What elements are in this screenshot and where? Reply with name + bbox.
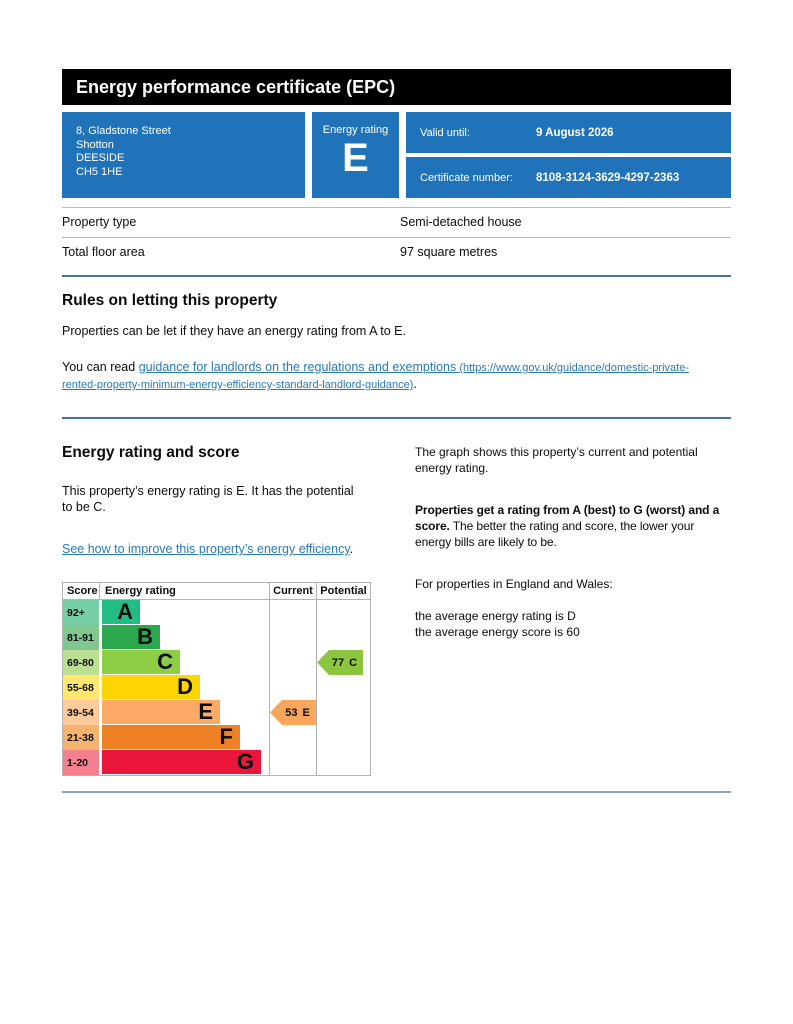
energy-rating-label: Energy rating bbox=[322, 124, 389, 136]
current-rating-cell bbox=[269, 750, 316, 775]
epc-band-row-e: 39-54 E 53 E bbox=[63, 699, 370, 725]
band-bar-g: G bbox=[102, 749, 261, 774]
valid-until-row: Valid until: 9 August 2026 bbox=[406, 112, 731, 153]
band-bar-e: E bbox=[102, 699, 220, 724]
band-score-range: 92+ bbox=[63, 600, 99, 625]
current-rating-cell bbox=[269, 600, 316, 625]
address-line: 8, Gladstone Street bbox=[76, 125, 171, 137]
band-bar-b: B bbox=[102, 624, 160, 649]
summary-boxes: 8, Gladstone Street Shotton DEESIDE CH5 … bbox=[62, 112, 731, 198]
chart-header-energy-rating: Energy rating bbox=[99, 583, 269, 599]
address-line: DEESIDE bbox=[76, 152, 125, 164]
current-rating-cell bbox=[269, 675, 316, 700]
certificate-number-label: Certificate number: bbox=[420, 171, 513, 184]
current-rating-cell bbox=[269, 725, 316, 750]
epc-band-row-g: 1-20 G bbox=[63, 749, 370, 775]
epc-chart-bands: 92+ A 81-91 B 69-80 C 77 C 55-68 D 39-54 E 53 E 21-38 F… bbox=[63, 599, 370, 775]
epc-band-row-b: 81-91 B bbox=[63, 624, 370, 650]
epc-band-row-c: 69-80 C 77 C bbox=[63, 649, 370, 675]
valid-until-label: Valid until: bbox=[420, 126, 470, 139]
improve-link-suffix: . bbox=[349, 542, 354, 556]
page-title: Energy performance certificate (EPC) bbox=[76, 76, 396, 97]
chart-header-score: Score bbox=[67, 585, 98, 597]
current-rating-cell bbox=[269, 650, 316, 675]
improve-efficiency-link[interactable]: See how to improve this property’s energ… bbox=[62, 542, 350, 556]
address-line: CH5 1HE bbox=[76, 165, 123, 178]
rules-heading: Rules on letting this property bbox=[62, 292, 278, 309]
epc-band-row-f: 21-38 F bbox=[63, 724, 370, 750]
detail-value: 97 square metres bbox=[400, 245, 498, 259]
epc-chart-header: Score Energy rating Current Potential bbox=[63, 583, 370, 600]
rules-guidance-paragraph: You can read guidance for landlords on t… bbox=[62, 359, 707, 393]
detail-value: Semi-detached house bbox=[400, 215, 522, 229]
england-wales-note: For properties in England and Wales: bbox=[415, 577, 613, 591]
certificate-number-row: Certificate number: 8108-3124-3629-4297-… bbox=[406, 157, 731, 198]
band-bar-a: A bbox=[102, 599, 140, 624]
potential-rating-cell bbox=[316, 725, 370, 750]
chart-header-current: Current bbox=[269, 583, 316, 599]
valid-until-value: 9 August 2026 bbox=[536, 126, 614, 139]
improve-efficiency-paragraph: See how to improve this property’s energ… bbox=[62, 541, 362, 557]
band-bar-d: D bbox=[102, 674, 200, 699]
rating-summary: This property’s energy rating is E. It h… bbox=[62, 484, 354, 514]
energy-rating-box: Energy rating E bbox=[312, 112, 399, 198]
chart-header-potential: Potential bbox=[316, 583, 370, 599]
band-score-range: 81-91 bbox=[63, 625, 99, 650]
section-rule bbox=[62, 417, 731, 419]
epc-chart: Score Energy rating Current Potential 92… bbox=[62, 582, 371, 776]
band-bar-f: F bbox=[102, 724, 240, 749]
table-row: Total floor area 97 square metres bbox=[62, 237, 731, 267]
landlord-guidance-link-text: guidance for landlords on the regulation… bbox=[138, 360, 457, 374]
property-details-table: Property type Semi-detached house Total … bbox=[62, 207, 731, 267]
rating-score-left-column: Energy rating and score This property’s … bbox=[62, 435, 392, 776]
landlord-guidance-link[interactable]: guidance for landlords on the regulation… bbox=[62, 360, 689, 391]
rating-explainer: Properties get a rating from A (best) to… bbox=[415, 502, 731, 550]
average-score-line: the average energy score is 60 bbox=[415, 625, 580, 639]
current-rating-cell: 53 E bbox=[269, 700, 316, 725]
bottom-rule bbox=[62, 791, 731, 793]
landlord-guidance-link-url: (https://www.gov.uk/guidance/domestic-pr… bbox=[62, 362, 689, 391]
address-line: Shotton bbox=[76, 138, 114, 151]
potential-rating-cell bbox=[316, 625, 370, 650]
rating-explainer-bold: Properties get a rating from A (best) to… bbox=[415, 503, 720, 533]
potential-rating-cell: 77 C bbox=[316, 650, 370, 675]
potential-rating-arrow: 77 C bbox=[317, 650, 363, 675]
current-rating-arrow: 53 E bbox=[270, 700, 316, 725]
detail-label: Property type bbox=[62, 215, 137, 229]
section-rule bbox=[62, 275, 731, 277]
detail-label: Total floor area bbox=[62, 245, 145, 259]
certificate-number-value: 8108-3124-3629-4297-2363 bbox=[536, 171, 680, 184]
guidance-text-suffix: . bbox=[413, 377, 417, 391]
potential-rating-cell bbox=[316, 700, 370, 725]
guidance-text-prefix: You can read bbox=[62, 360, 139, 374]
current-rating-cell bbox=[269, 625, 316, 650]
average-rating-line: the average energy rating is D bbox=[415, 609, 576, 623]
table-row: Property type Semi-detached house bbox=[62, 207, 731, 237]
band-score-range: 55-68 bbox=[63, 675, 99, 700]
header-bar: Energy performance certificate (EPC) bbox=[62, 69, 731, 105]
band-bar-c: C bbox=[102, 649, 180, 674]
graph-intro: The graph shows this property’s current … bbox=[415, 445, 698, 475]
band-score-range: 39-54 bbox=[63, 700, 99, 725]
rating-score-right-column: The graph shows this property’s current … bbox=[415, 435, 731, 776]
rating-and-score-section: Energy rating and score This property’s … bbox=[62, 435, 731, 776]
certificate-info-boxes: Valid until: 9 August 2026 Certificate n… bbox=[406, 112, 731, 198]
potential-rating-cell bbox=[316, 675, 370, 700]
band-score-range: 69-80 bbox=[63, 650, 99, 675]
potential-rating-cell bbox=[316, 600, 370, 625]
energy-rating-value: E bbox=[342, 136, 369, 180]
band-score-range: 21-38 bbox=[63, 725, 99, 750]
rules-paragraph: Properties can be let if they have an en… bbox=[62, 324, 406, 338]
potential-rating-cell bbox=[316, 750, 370, 775]
rating-explainer-rest: The better the rating and score, the low… bbox=[415, 519, 695, 549]
epc-band-row-d: 55-68 D bbox=[63, 674, 370, 700]
rating-score-heading: Energy rating and score bbox=[62, 444, 240, 461]
band-score-range: 1-20 bbox=[63, 750, 99, 775]
epc-band-row-a: 92+ A bbox=[63, 599, 370, 625]
address-box: 8, Gladstone Street Shotton DEESIDE CH5 … bbox=[62, 112, 305, 198]
averages-note: the average energy rating is D the averag… bbox=[415, 608, 731, 640]
